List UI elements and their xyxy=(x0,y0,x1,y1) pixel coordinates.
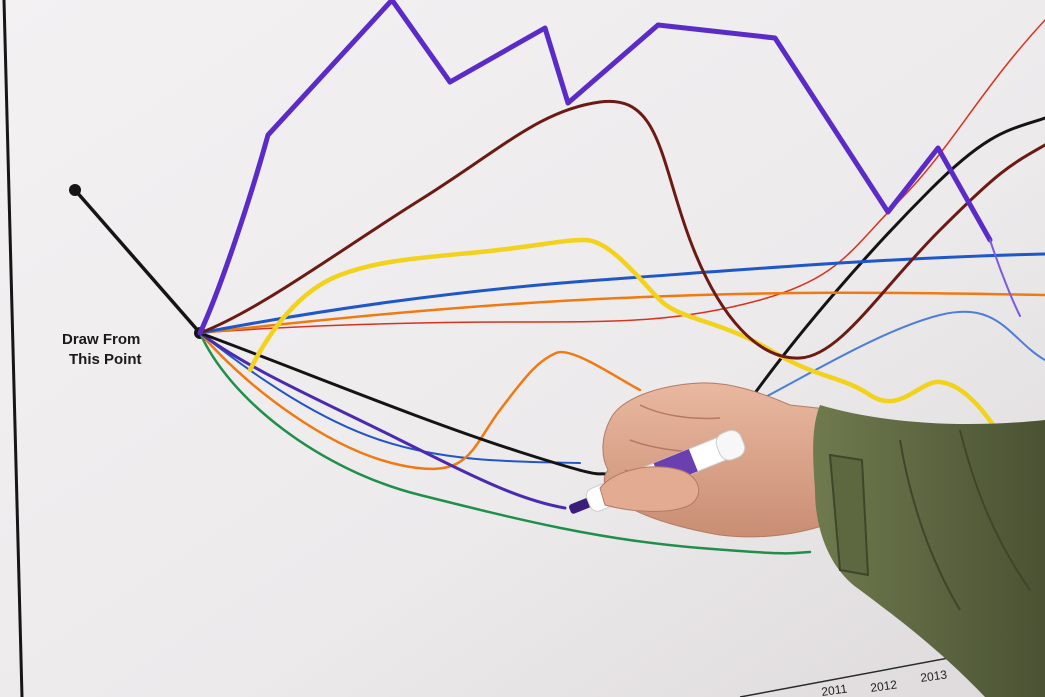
year-tick-2011: 2011 xyxy=(820,681,848,697)
hand-with-marker xyxy=(569,382,1045,697)
sleeve-cuff xyxy=(828,453,870,577)
chart-left-border xyxy=(2,0,24,697)
line-maroon xyxy=(198,99,1045,360)
line-orange-flat xyxy=(198,291,1045,335)
line-red-thin xyxy=(199,19,1045,334)
start-dot xyxy=(69,184,81,196)
line-green xyxy=(198,331,812,555)
line-purple-lower xyxy=(198,331,567,510)
line-light-blue xyxy=(749,310,1045,406)
start-segment xyxy=(73,188,202,335)
thumb xyxy=(599,466,700,512)
line-black-lower xyxy=(198,331,612,477)
jacket-sleeve xyxy=(813,405,1045,697)
year-tick-2013: 2013 xyxy=(919,667,948,685)
line-blue-lower xyxy=(199,332,581,464)
line-yellow xyxy=(247,237,998,431)
line-purple-thin-tail xyxy=(989,239,1021,317)
line-purple-thick xyxy=(197,0,993,336)
marker-tip xyxy=(569,498,592,514)
line-blue-main xyxy=(198,252,1045,335)
marker-cap-end xyxy=(715,429,746,461)
draw-from-label-line2: This Point xyxy=(69,351,142,368)
year-tick-2012: 2012 xyxy=(869,677,898,695)
sleeve-folds xyxy=(899,429,1031,611)
line-black-upper xyxy=(748,116,1045,402)
draw-from-label-line1: Draw From xyxy=(62,331,140,348)
